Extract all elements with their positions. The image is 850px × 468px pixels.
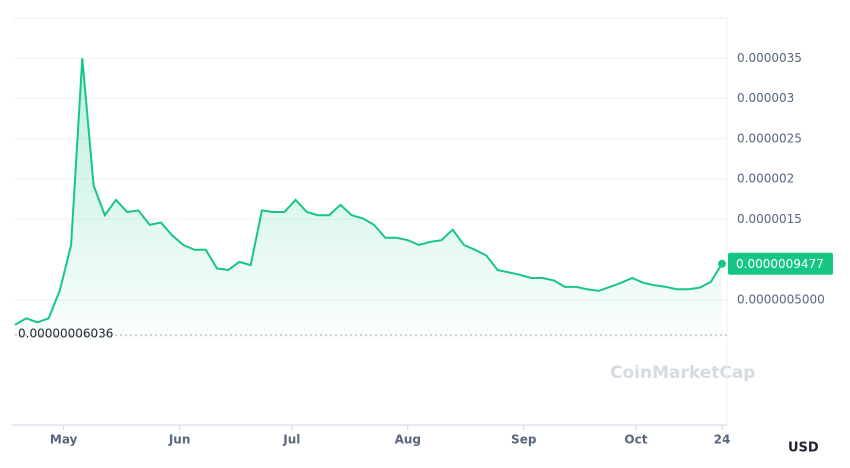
x-tick-label: Oct — [624, 433, 647, 447]
y-tick-label: 0.0000025 — [737, 131, 802, 145]
current-price-dot — [718, 259, 726, 268]
x-tick-label: 24 — [714, 433, 731, 447]
x-tick-label: Jul — [282, 433, 300, 447]
price-area — [15, 58, 722, 341]
x-tick-label: Jun — [168, 433, 191, 447]
y-tick-label: 0.0000035 — [737, 51, 802, 65]
y-tick-label: 0.0000005000 — [737, 292, 825, 306]
price-line — [14, 58, 723, 326]
currency-label: USD — [788, 441, 819, 456]
y-tick-label: 0.000003 — [737, 91, 794, 105]
y-tick-label: 0.000002 — [737, 172, 794, 186]
x-tick-label: Aug — [395, 433, 421, 447]
x-tick-label: May — [50, 433, 78, 447]
y-tick-label: 0.0000015 — [737, 212, 802, 226]
current-price-label: 0.0000009477 — [736, 257, 824, 271]
watermark: CoinMarketCap — [610, 363, 755, 383]
x-tick-label: Sep — [511, 433, 537, 447]
current-price-box — [728, 252, 833, 275]
